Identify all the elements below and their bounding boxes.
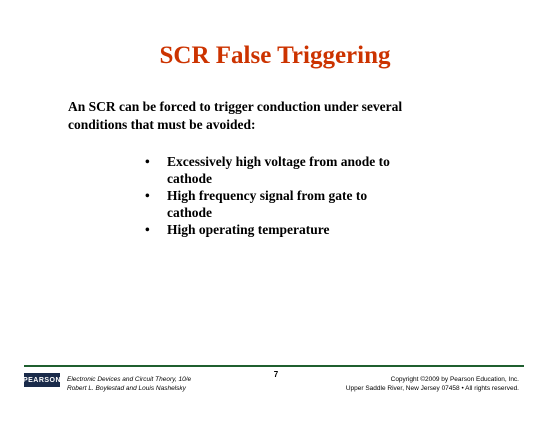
bullet-list: • Excessively high voltage from anode to… — [145, 153, 405, 238]
bullet-text: High frequency signal from gate to catho… — [167, 188, 368, 220]
copyright-line-2: Upper Saddle River, New Jersey 07458 • A… — [345, 385, 519, 392]
slide-title: SCR False Triggering — [159, 42, 391, 69]
bullet-text: Excessively high voltage from anode to c… — [167, 154, 390, 186]
copyright-notice: Copyright ©2009 by Pearson Education, In… — [346, 375, 519, 393]
page-number: 7 — [273, 370, 279, 379]
bullet-item: • High operating temperature — [145, 221, 405, 238]
bullet-item: • Excessively high voltage from anode to… — [145, 153, 405, 187]
footer-divider — [24, 365, 524, 367]
book-authors: Robert L. Boylestad and Louis Nashelsky — [67, 385, 186, 392]
copyright-line-1: Copyright ©2009 by Pearson Education, In… — [390, 376, 519, 383]
bullet-icon: • — [145, 154, 150, 169]
bullet-icon: • — [145, 222, 150, 237]
book-title: Electronic Devices and Circuit Theory, 1… — [67, 376, 192, 383]
intro-text: An SCR can be forced to trigger conducti… — [68, 99, 403, 132]
bullet-text: High operating temperature — [167, 222, 330, 237]
book-citation: Electronic Devices and Circuit Theory, 1… — [67, 375, 191, 393]
pearson-logo: PEARSON — [23, 373, 61, 387]
bullet-icon: • — [145, 188, 150, 203]
bullet-item: • High frequency signal from gate to cat… — [145, 187, 405, 221]
